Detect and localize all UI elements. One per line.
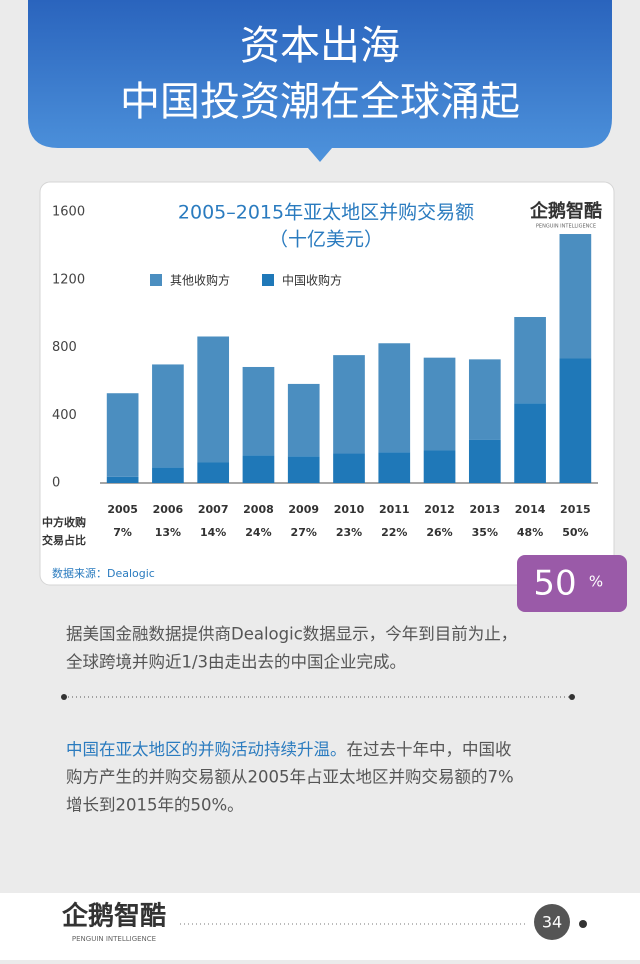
share-label: 14% bbox=[200, 526, 226, 539]
bar bbox=[197, 462, 230, 483]
page-number: 34 bbox=[542, 913, 562, 932]
paragraph-line: 增长到2015年的50%。 bbox=[66, 796, 244, 815]
footer-logo: 企鹅智酷 bbox=[62, 901, 166, 932]
chart-title: 2005–2015年亚太地区并购交易额 bbox=[178, 202, 474, 224]
bar bbox=[287, 456, 320, 483]
badge bbox=[517, 555, 627, 612]
share-label: 26% bbox=[426, 526, 452, 539]
x-tick-label: 2013 bbox=[470, 503, 501, 516]
bar bbox=[106, 476, 139, 483]
y-tick-label: 800 bbox=[52, 340, 77, 355]
bar bbox=[242, 455, 275, 483]
bar bbox=[106, 393, 139, 477]
header-title: 中国投资潮在全球涌起 bbox=[120, 79, 520, 125]
bar bbox=[287, 383, 320, 457]
bar bbox=[423, 357, 456, 451]
chart-logo-sub: PENGUIN INTELLIGENCE bbox=[536, 224, 596, 230]
bar bbox=[197, 336, 230, 463]
footer-dot bbox=[579, 920, 587, 928]
bar bbox=[514, 317, 546, 404]
share-row-label: 交易占比 bbox=[42, 533, 86, 547]
bar bbox=[333, 355, 365, 454]
paragraph-line: 全球跨境并购近1/3由走出去的中国企业完成。 bbox=[66, 653, 406, 672]
bar bbox=[378, 452, 411, 483]
y-tick-label: 0 bbox=[52, 476, 60, 491]
header-title: 资本出海 bbox=[240, 23, 400, 69]
chart-logo: 企鹅智酷 bbox=[529, 200, 602, 222]
page-circle bbox=[534, 904, 570, 940]
x-tick-label: 2006 bbox=[153, 503, 184, 516]
bar bbox=[423, 450, 456, 483]
x-tick-label: 2007 bbox=[198, 503, 229, 516]
paragraph-line: 据美国金融数据提供商Dealogic数据显示，今年到目前为止， bbox=[66, 625, 517, 644]
bar bbox=[152, 467, 184, 483]
paragraph-line: 中国在亚太地区的并购活动持续升温。在过去十年中，中国收 bbox=[66, 740, 512, 759]
share-label: 23% bbox=[336, 526, 362, 539]
badge-value: 50 bbox=[533, 564, 576, 604]
bar bbox=[378, 343, 411, 453]
legend-swatch bbox=[262, 274, 274, 286]
badge-unit: % bbox=[589, 573, 603, 591]
bar bbox=[152, 364, 184, 468]
x-tick-label: 2015 bbox=[560, 503, 591, 516]
share-label: 35% bbox=[472, 526, 498, 539]
footer bbox=[0, 893, 640, 960]
legend-label: 其他收购方 bbox=[170, 273, 230, 288]
legend-label: 中国收购方 bbox=[282, 273, 342, 288]
highlight: 中国在亚太地区的并购活动持续升温。 bbox=[66, 740, 347, 759]
bar bbox=[242, 366, 275, 456]
source: 数据来源：Dealogic bbox=[52, 566, 155, 580]
share-label: 22% bbox=[381, 526, 407, 539]
y-tick-label: 1600 bbox=[52, 205, 85, 220]
chart-card bbox=[39, 181, 615, 586]
separator-dot bbox=[569, 694, 575, 700]
header-banner bbox=[28, 0, 612, 162]
share-row-label: 中方收购 bbox=[42, 515, 86, 529]
x-tick-label: 2008 bbox=[243, 503, 274, 516]
y-tick-label: 1200 bbox=[52, 272, 85, 287]
share-label: 48% bbox=[517, 526, 543, 539]
x-tick-label: 2005 bbox=[107, 503, 138, 516]
bar bbox=[468, 439, 501, 483]
x-tick-label: 2012 bbox=[424, 503, 455, 516]
bar bbox=[559, 358, 592, 483]
share-label: 24% bbox=[245, 526, 271, 539]
x-tick-label: 2009 bbox=[288, 503, 319, 516]
x-tick-label: 2011 bbox=[379, 503, 410, 516]
y-tick-label: 400 bbox=[52, 408, 77, 423]
bar bbox=[468, 359, 501, 440]
bar bbox=[333, 453, 365, 483]
share-label: 27% bbox=[291, 526, 317, 539]
bar bbox=[559, 234, 592, 359]
share-label: 13% bbox=[155, 526, 181, 539]
share-label: 7% bbox=[113, 526, 132, 539]
footer-logo-sub: PENGUIN INTELLIGENCE bbox=[72, 935, 156, 943]
separator-dot bbox=[61, 694, 67, 700]
paragraph-text: 在过去十年中，中国收 bbox=[347, 740, 512, 759]
paragraph-line: 购方产生的并购交易额从2005年占亚太地区并购交易额的7% bbox=[66, 768, 514, 787]
x-tick-label: 2010 bbox=[334, 503, 365, 516]
chart: 2005–2015年亚太地区并购交易额 （十亿美元） 企鹅智酷 PENGUIN … bbox=[42, 200, 602, 580]
legend-swatch bbox=[150, 274, 162, 286]
share-label: 50% bbox=[562, 526, 588, 539]
bar bbox=[514, 403, 546, 483]
chart-title: （十亿美元） bbox=[269, 229, 383, 251]
x-tick-label: 2014 bbox=[515, 503, 546, 516]
